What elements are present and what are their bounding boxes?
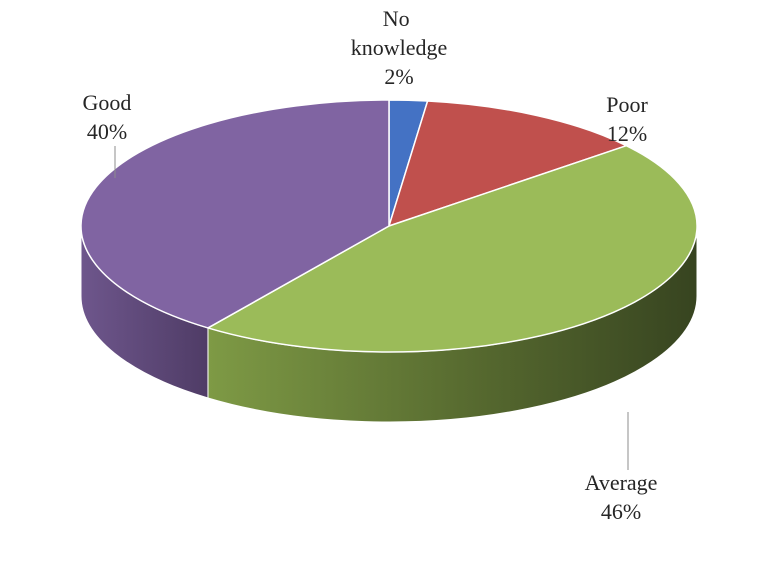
label-poor-value: 12% [607,121,647,146]
label-good-value: 40% [87,119,127,144]
pie-top-layer [80,99,698,353]
label-good: Good [83,90,132,115]
label-average: Average [585,470,658,495]
label-no-knowledge-line2: knowledge [351,35,448,60]
label-average-value: 46% [601,499,641,524]
pie-slice-poor [388,100,628,227]
label-poor: Poor [606,92,648,117]
label-no-knowledge-line1: No [383,6,410,31]
label-no-knowledge-value: 2% [384,64,413,89]
label-no-knowledge: No knowledge [351,6,448,60]
pie-slice-average [207,144,698,353]
pie-labels-layer: No knowledge 2% Poor 12% Good 40% Averag… [83,6,658,524]
pie-slice-good [80,99,390,329]
